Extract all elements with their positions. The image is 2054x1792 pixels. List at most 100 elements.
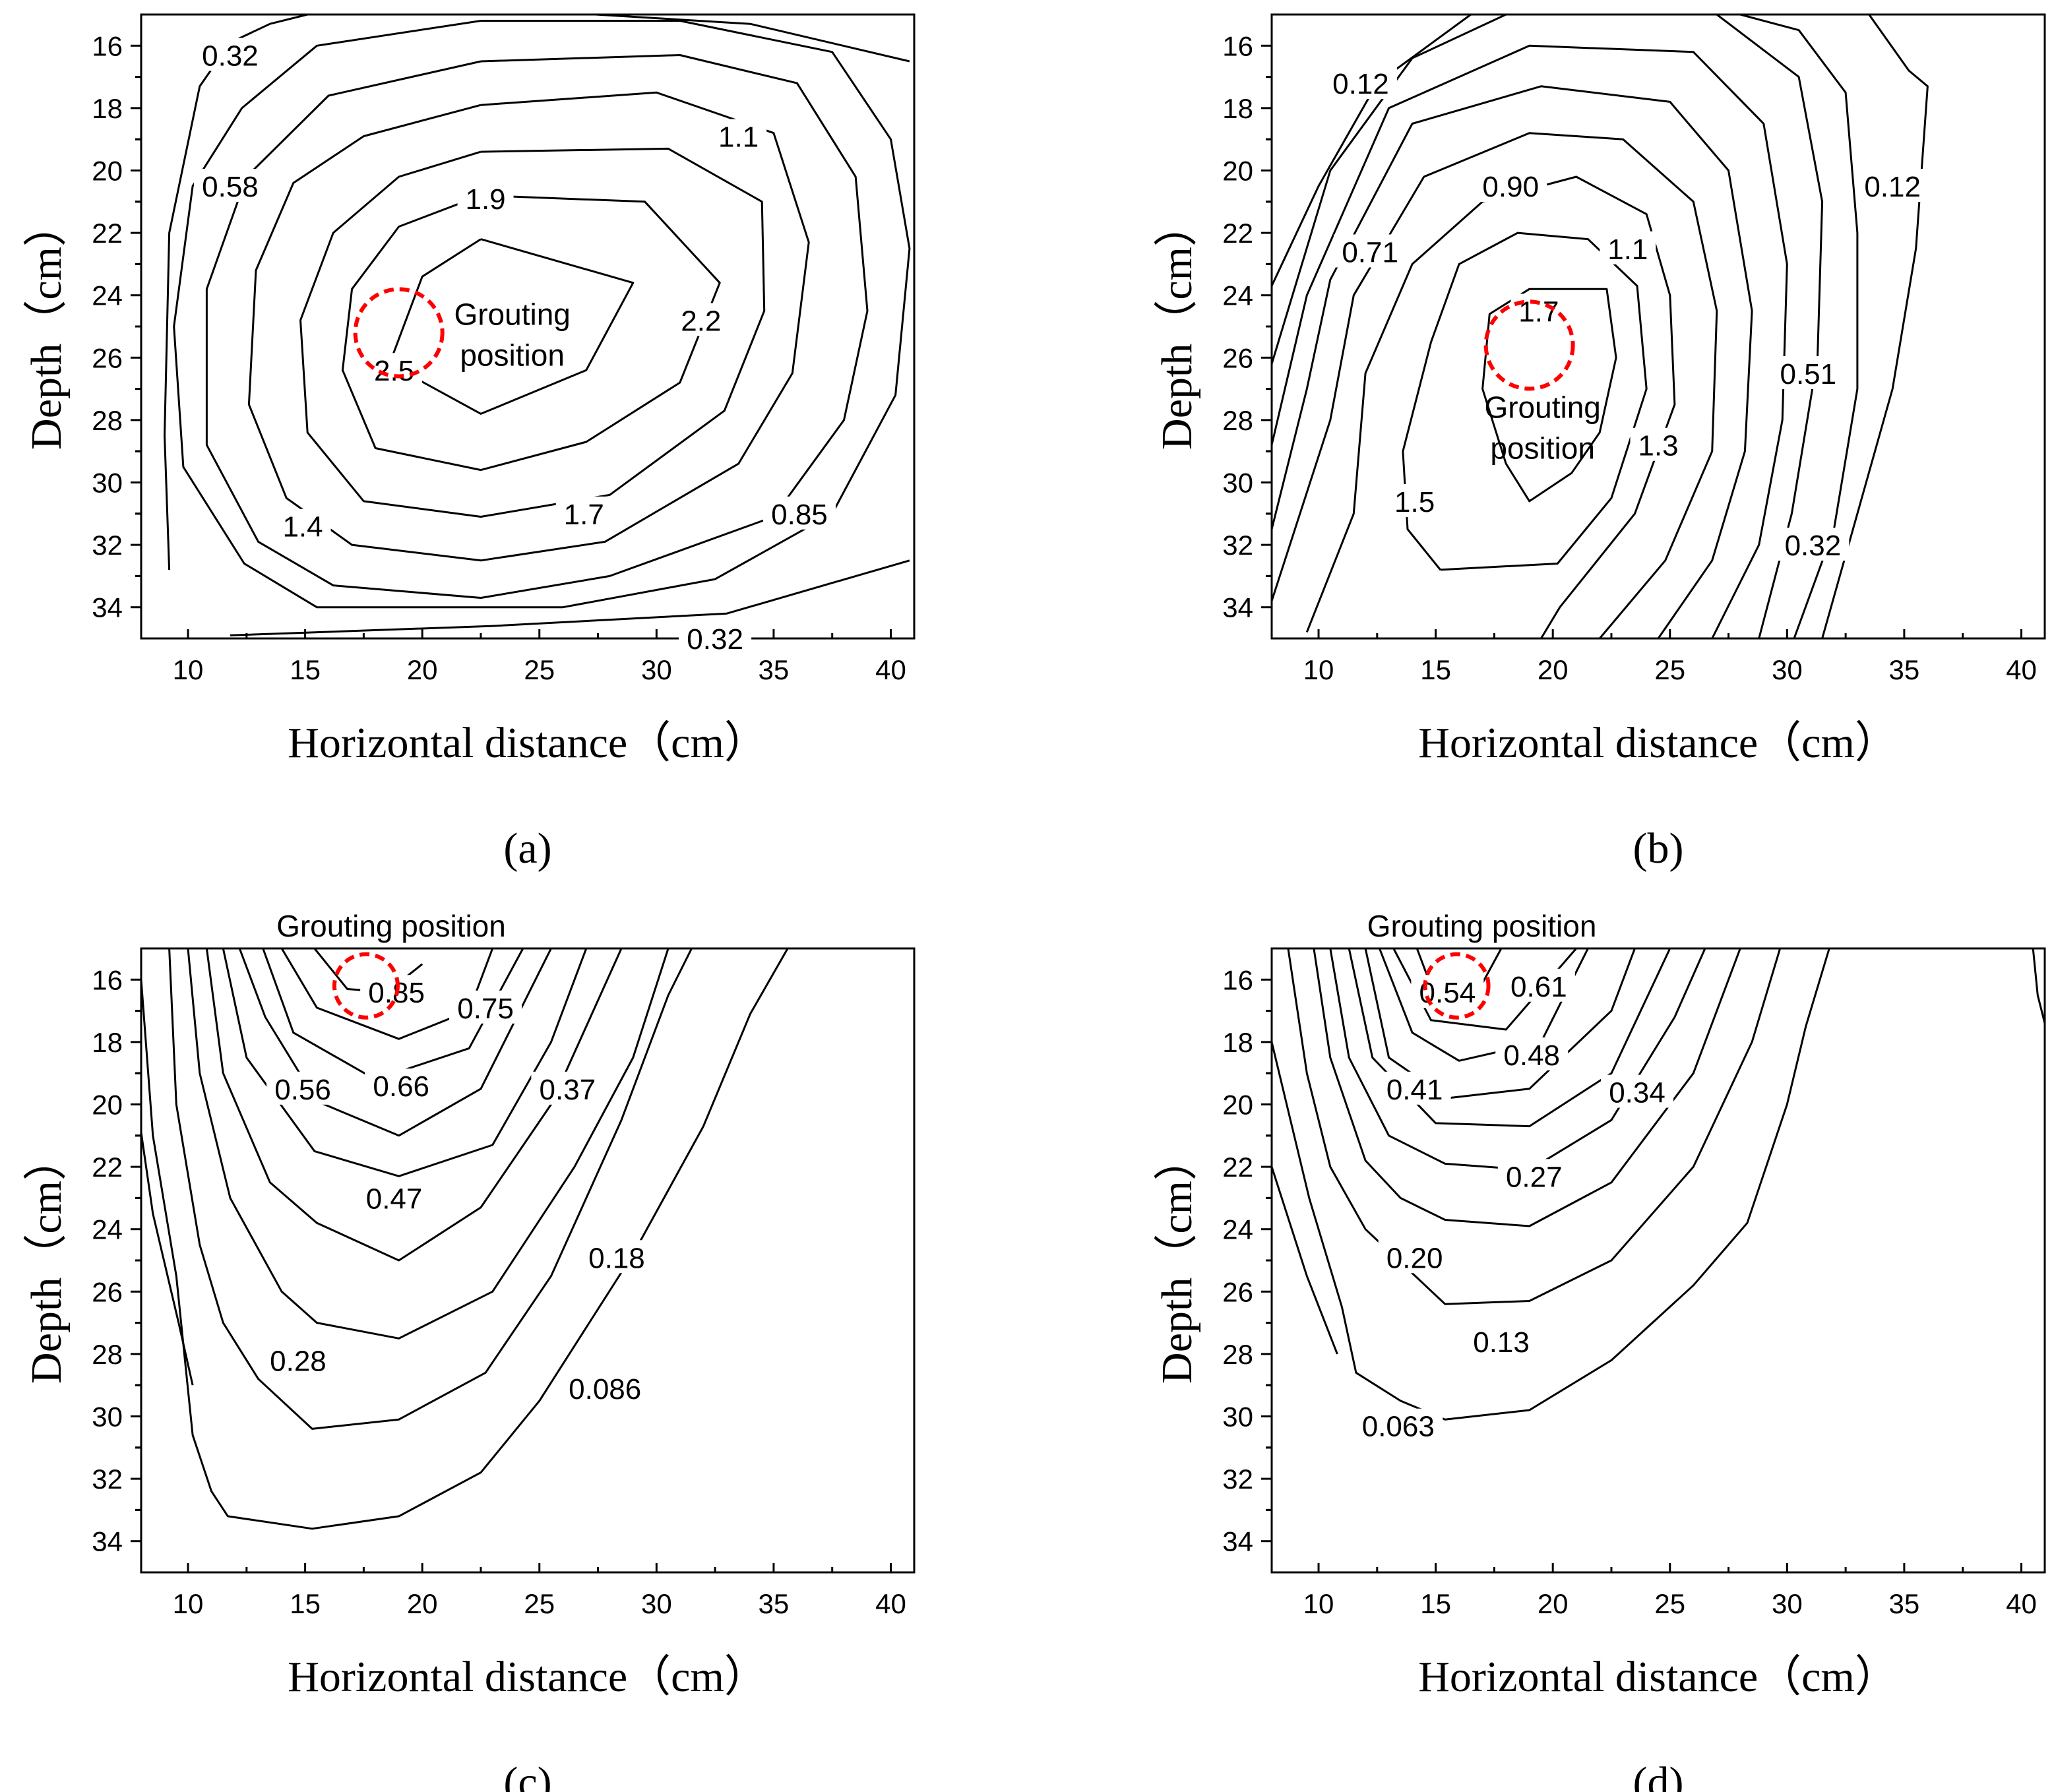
grouting-annotation: Grouting position <box>1367 909 1597 943</box>
y-tick-label: 26 <box>92 342 123 373</box>
y-tick-label: 32 <box>92 530 123 561</box>
x-tick-label: 35 <box>1889 654 1920 685</box>
contour-label-bg <box>1465 1324 1538 1357</box>
plot-frame <box>140 947 916 1574</box>
contour-label: 0.54 <box>1419 977 1476 1009</box>
contour-label-bg <box>1600 231 1656 264</box>
contour-line-1 <box>341 194 721 472</box>
contour-label-bg <box>457 181 514 215</box>
y-tick-label: 30 <box>92 1402 123 1433</box>
contour-label-bg <box>762 496 836 530</box>
x-tick-label: 25 <box>1654 654 1685 685</box>
contour-line-6 <box>1272 15 1824 638</box>
grouting-annotation: position <box>1490 431 1595 465</box>
contour-label: 2.2 <box>681 305 721 338</box>
x-tick-label: 15 <box>1420 1588 1451 1619</box>
contour-lines <box>164 15 911 636</box>
plot-frame <box>1270 13 2046 640</box>
contour-label-bg <box>560 1371 650 1404</box>
contour-label: 0.75 <box>457 993 514 1025</box>
contour-label-bg <box>679 621 752 654</box>
contour-line-5 <box>1329 948 1706 1171</box>
y-tick-label: 24 <box>1222 1214 1253 1245</box>
contour-label-bg <box>710 119 767 152</box>
contour-panel-b: 10 15 20 25 30 35 40 16 18 20 22 24 26 28 30 32 34 Horizo… <box>1153 13 2046 873</box>
y-tick-label: 34 <box>92 592 123 623</box>
y-tick-label: 28 <box>92 405 123 436</box>
contour-label: 1.4 <box>282 511 323 543</box>
x-tick-label: 25 <box>1654 1588 1685 1619</box>
contour-line-5 <box>1272 44 1788 638</box>
contour-panel-a: 10 15 20 25 30 35 40 16 18 20 22 24 26 28 30 32 34 Horizo… <box>22 13 916 873</box>
y-axis-title: Depth（cm） <box>1153 203 1201 450</box>
contour-line-7 <box>230 559 910 636</box>
x-tick-label: 10 <box>1303 1588 1334 1619</box>
y-tick-label: 22 <box>92 1152 123 1183</box>
x-tick-label: 40 <box>2006 1588 2037 1619</box>
x-tick-label: 35 <box>759 654 790 685</box>
x-tick-label: 15 <box>290 1588 321 1619</box>
contour-line-7 <box>168 948 693 1430</box>
contour-line-1 <box>280 948 494 1040</box>
contour-label: 0.51 <box>1780 358 1836 390</box>
y-tick-label: 28 <box>92 1339 123 1370</box>
contour-label-bg <box>261 1343 334 1376</box>
y-tick-label: 30 <box>92 468 123 499</box>
contour-label: 0.58 <box>202 171 259 203</box>
contour-label-bg <box>266 1071 340 1105</box>
x-tick-label: 20 <box>1538 654 1569 685</box>
grouting-annotation: Grouting <box>454 297 570 331</box>
contour-label: 0.85 <box>771 499 828 531</box>
grouting-annotation: Grouting <box>1484 390 1600 424</box>
contour-label: 0.13 <box>1473 1326 1530 1359</box>
contour-line-4 <box>205 54 869 599</box>
contour-lines <box>1272 948 2045 1421</box>
contour-label: 0.12 <box>1332 68 1389 100</box>
contour-label: 0.18 <box>588 1242 645 1274</box>
y-tick-label: 30 <box>1222 1402 1253 1433</box>
y-tick-label: 28 <box>1222 405 1253 436</box>
contour-label: 0.61 <box>1510 971 1567 1003</box>
y-tick-label: 26 <box>92 1276 123 1307</box>
contour-line-2 <box>1379 948 1589 1062</box>
y-tick-label: 30 <box>1222 468 1253 499</box>
contour-line-9 <box>141 1132 194 1386</box>
x-tick-label: 30 <box>1772 1588 1803 1619</box>
contour-line-2 <box>299 147 766 518</box>
panel-label: (b) <box>1633 824 1684 873</box>
contour-label-bg <box>1601 1074 1674 1108</box>
y-tick-label: 18 <box>1222 1027 1253 1058</box>
contour-label: 1.5 <box>1394 486 1435 518</box>
contour-label: 0.086 <box>569 1373 641 1406</box>
contour-label-bg <box>555 496 612 530</box>
contour-panel-c: 10 15 20 25 30 35 40 16 18 20 22 24 26 28 30 32 34 Horizo… <box>22 909 916 1792</box>
contour-line-4 <box>222 948 588 1177</box>
contour-line-9 <box>1821 15 1929 638</box>
y-axis-title: Depth（cm） <box>1153 1137 1201 1384</box>
contour-line-7 <box>1287 948 1782 1305</box>
y-tick-label: 34 <box>1222 1526 1253 1557</box>
y-tick-label: 24 <box>1222 280 1253 311</box>
contour-line-3 <box>238 948 552 1137</box>
contour-line-4 <box>1272 85 1753 638</box>
x-tick-label: 15 <box>1420 654 1451 685</box>
y-tick-label: 26 <box>1222 1276 1253 1307</box>
y-axis-title: Depth（cm） <box>22 1137 71 1384</box>
contour-label: 0.20 <box>1386 1242 1443 1274</box>
x-tick-label: 40 <box>2006 654 2037 685</box>
contour-label: 0.32 <box>202 40 259 72</box>
x-tick-label: 10 <box>173 1588 204 1619</box>
contour-label: 1.7 <box>564 499 604 531</box>
contour-label-bg <box>580 1240 653 1274</box>
contour-line-3 <box>247 91 810 562</box>
y-tick-label: 22 <box>92 218 123 249</box>
contour-label: 0.90 <box>1482 171 1539 203</box>
grouting-position-marker <box>353 287 445 379</box>
x-axis-title: Horizontal distance（cm） <box>1418 1653 1898 1701</box>
contour-label: 0.71 <box>1342 236 1398 268</box>
y-tick-label: 16 <box>92 964 123 995</box>
y-tick-label: 16 <box>1222 30 1253 61</box>
contour-label-bg <box>1378 1240 1451 1274</box>
contour-label-bg <box>1354 1408 1443 1442</box>
